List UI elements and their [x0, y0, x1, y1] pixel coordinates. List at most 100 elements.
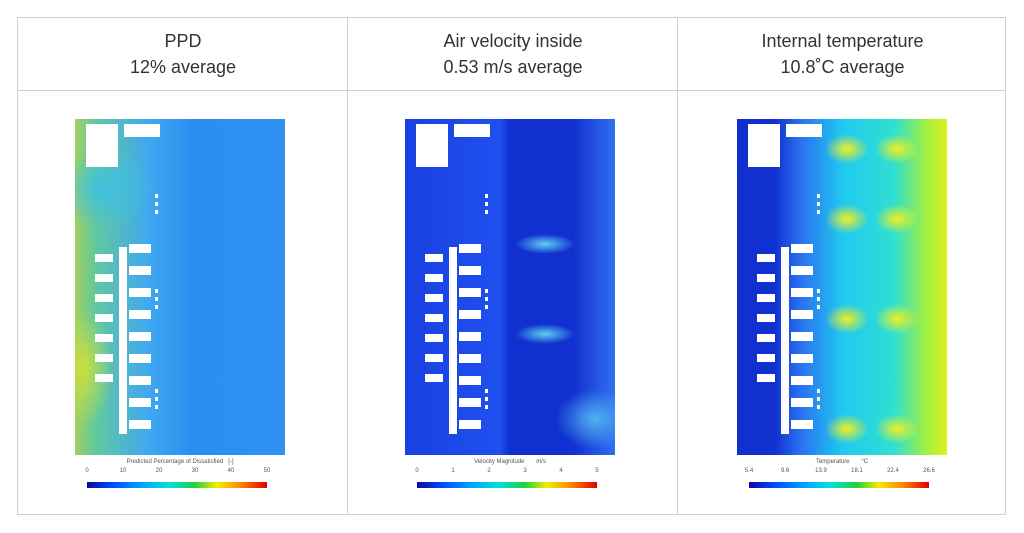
vent-mark [485, 194, 488, 198]
header-subtitle: 0.53 m/s average [443, 57, 583, 77]
colorbar-tick-label: 0 [85, 468, 89, 474]
vent-mark [485, 289, 488, 293]
header-temperature: Internal temperature 10.8˚C average [678, 18, 1007, 91]
right-fin [459, 376, 481, 385]
left-fin [757, 374, 775, 382]
header-velocity: Air velocity inside 0.53 m/s average [348, 18, 678, 91]
left-fin [95, 334, 113, 342]
vent-mark [155, 289, 158, 293]
column-divider [677, 18, 678, 514]
temperature-contour-plot [737, 119, 947, 455]
right-fin [791, 332, 813, 341]
vent-mark [485, 405, 488, 409]
colorbar-label: Velocity Magnitude [474, 459, 525, 465]
colorbar-gradient [417, 482, 597, 488]
vent-mark [817, 405, 820, 409]
velocity-colorbar: Velocity Magnitude m/s 0 1 2 3 4 5 [405, 456, 615, 492]
right-fin [459, 244, 481, 253]
right-fin [459, 398, 481, 407]
vent-mark [485, 297, 488, 301]
temperature-colorbar: Temperature °C 5.4 9.6 13.9 18.1 22.4 26.6 [737, 456, 947, 492]
right-fin [129, 354, 151, 363]
colorbar-tick-label: 3 [523, 468, 527, 474]
right-fin [459, 310, 481, 319]
left-fin [757, 314, 775, 322]
left-fin [757, 354, 775, 362]
header-title: Air velocity inside [443, 31, 583, 51]
header-title: PPD [164, 31, 202, 51]
colorbar-tick-label: 30 [191, 468, 199, 474]
left-fin [425, 374, 443, 382]
ppd-colorbar: Predicted Percentage of Dissatisfied [-]… [75, 456, 285, 492]
colorbar-tick-label: 1 [451, 468, 455, 474]
right-fin [791, 288, 813, 297]
right-fin [129, 420, 151, 429]
central-rack [781, 247, 789, 434]
vent-mark [485, 389, 488, 393]
left-fin [95, 254, 113, 262]
colorbar-label: Predicted Percentage of Dissatisfied [126, 459, 224, 465]
wall-block [86, 124, 118, 167]
colorbar-tick-label: 26.6 [923, 468, 935, 474]
right-fin [129, 266, 151, 275]
right-fin [129, 332, 151, 341]
left-fin [95, 374, 113, 382]
left-fin [757, 334, 775, 342]
vent-mark [155, 202, 158, 206]
colorbar-tick-label: 9.6 [780, 468, 790, 474]
colorbar-unit: °C [861, 459, 869, 465]
header-title: Internal temperature [761, 31, 924, 51]
colorbar-tick-label: 20 [155, 468, 163, 474]
vent-mark [485, 305, 488, 309]
vent-mark [817, 289, 820, 293]
vent-mark [485, 202, 488, 206]
right-fin [791, 310, 813, 319]
right-fin [129, 376, 151, 385]
vent-mark [817, 210, 820, 214]
colorbar-unit: m/s [536, 459, 546, 465]
colorbar-unit: [-] [228, 459, 234, 465]
column-divider [347, 18, 348, 514]
colorbar-tick-label: 0 [415, 468, 419, 474]
wall-block [416, 124, 448, 167]
right-fin [459, 288, 481, 297]
vent-mark [485, 397, 488, 401]
left-fin [425, 334, 443, 342]
right-fin [459, 332, 481, 341]
wall-block [786, 124, 822, 137]
left-fin [425, 254, 443, 262]
left-fin [95, 354, 113, 362]
colorbar-tick-label: 50 [263, 468, 271, 474]
right-fin [459, 420, 481, 429]
colorbar-tick-label: 13.9 [815, 468, 827, 474]
left-fin [95, 274, 113, 282]
right-fin [791, 376, 813, 385]
left-fin [425, 274, 443, 282]
colorbar-tick-label: 4 [559, 468, 563, 474]
right-fin [791, 420, 813, 429]
right-fin [791, 398, 813, 407]
colorbar-label: Temperature [815, 459, 850, 465]
left-fin [425, 314, 443, 322]
right-fin [791, 244, 813, 253]
central-rack [449, 247, 457, 434]
vent-mark [817, 194, 820, 198]
vent-mark [817, 397, 820, 401]
wall-block [454, 124, 490, 137]
right-fin [459, 266, 481, 275]
right-fin [791, 266, 813, 275]
right-fin [129, 310, 151, 319]
left-fin [95, 294, 113, 302]
vent-mark [485, 210, 488, 214]
vent-mark [155, 389, 158, 393]
right-fin [791, 354, 813, 363]
header-subtitle: 10.8˚C average [780, 57, 905, 77]
colorbar-tick-label: 18.1 [851, 468, 863, 474]
vent-mark [155, 210, 158, 214]
colorbar-tick-label: 2 [487, 468, 491, 474]
left-fin [757, 294, 775, 302]
ppd-contour-plot [75, 119, 285, 455]
wall-block [748, 124, 780, 167]
vent-mark [155, 194, 158, 198]
vent-mark [155, 397, 158, 401]
